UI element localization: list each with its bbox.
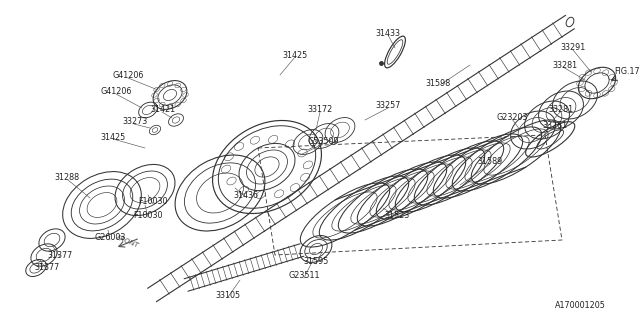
Text: 33281: 33281	[548, 106, 573, 115]
Text: G53509: G53509	[307, 138, 339, 147]
Text: 33257: 33257	[375, 101, 401, 110]
Text: 31589: 31589	[477, 157, 502, 166]
Text: A170001205: A170001205	[555, 301, 605, 310]
Text: 31595: 31595	[303, 258, 329, 267]
Text: 31425: 31425	[282, 51, 308, 60]
Text: FRONT: FRONT	[116, 235, 140, 249]
Text: G41206: G41206	[112, 71, 144, 81]
Text: F10030: F10030	[138, 197, 168, 206]
Text: G26003: G26003	[94, 234, 125, 243]
Text: 31425: 31425	[100, 132, 125, 141]
Text: G23203: G23203	[496, 113, 528, 122]
Text: 31598: 31598	[426, 78, 451, 87]
Text: 31421: 31421	[150, 106, 175, 115]
Text: 31377: 31377	[47, 251, 72, 260]
Text: FIG.170-3: FIG.170-3	[614, 67, 640, 76]
Text: 33172: 33172	[307, 106, 333, 115]
Text: 33281: 33281	[543, 121, 568, 130]
Text: 31377: 31377	[35, 263, 60, 273]
Text: 33273: 33273	[122, 117, 148, 126]
Text: 33281: 33281	[552, 60, 577, 69]
Text: 31288: 31288	[54, 173, 79, 182]
Text: G41206: G41206	[100, 87, 132, 97]
Text: 33105: 33105	[216, 291, 241, 300]
Text: 33291: 33291	[561, 44, 586, 52]
Text: 31523: 31523	[385, 211, 410, 220]
Text: 31433: 31433	[376, 28, 401, 37]
Text: F10030: F10030	[133, 211, 163, 220]
Text: G23511: G23511	[288, 271, 320, 281]
Text: 31436: 31436	[234, 190, 259, 199]
